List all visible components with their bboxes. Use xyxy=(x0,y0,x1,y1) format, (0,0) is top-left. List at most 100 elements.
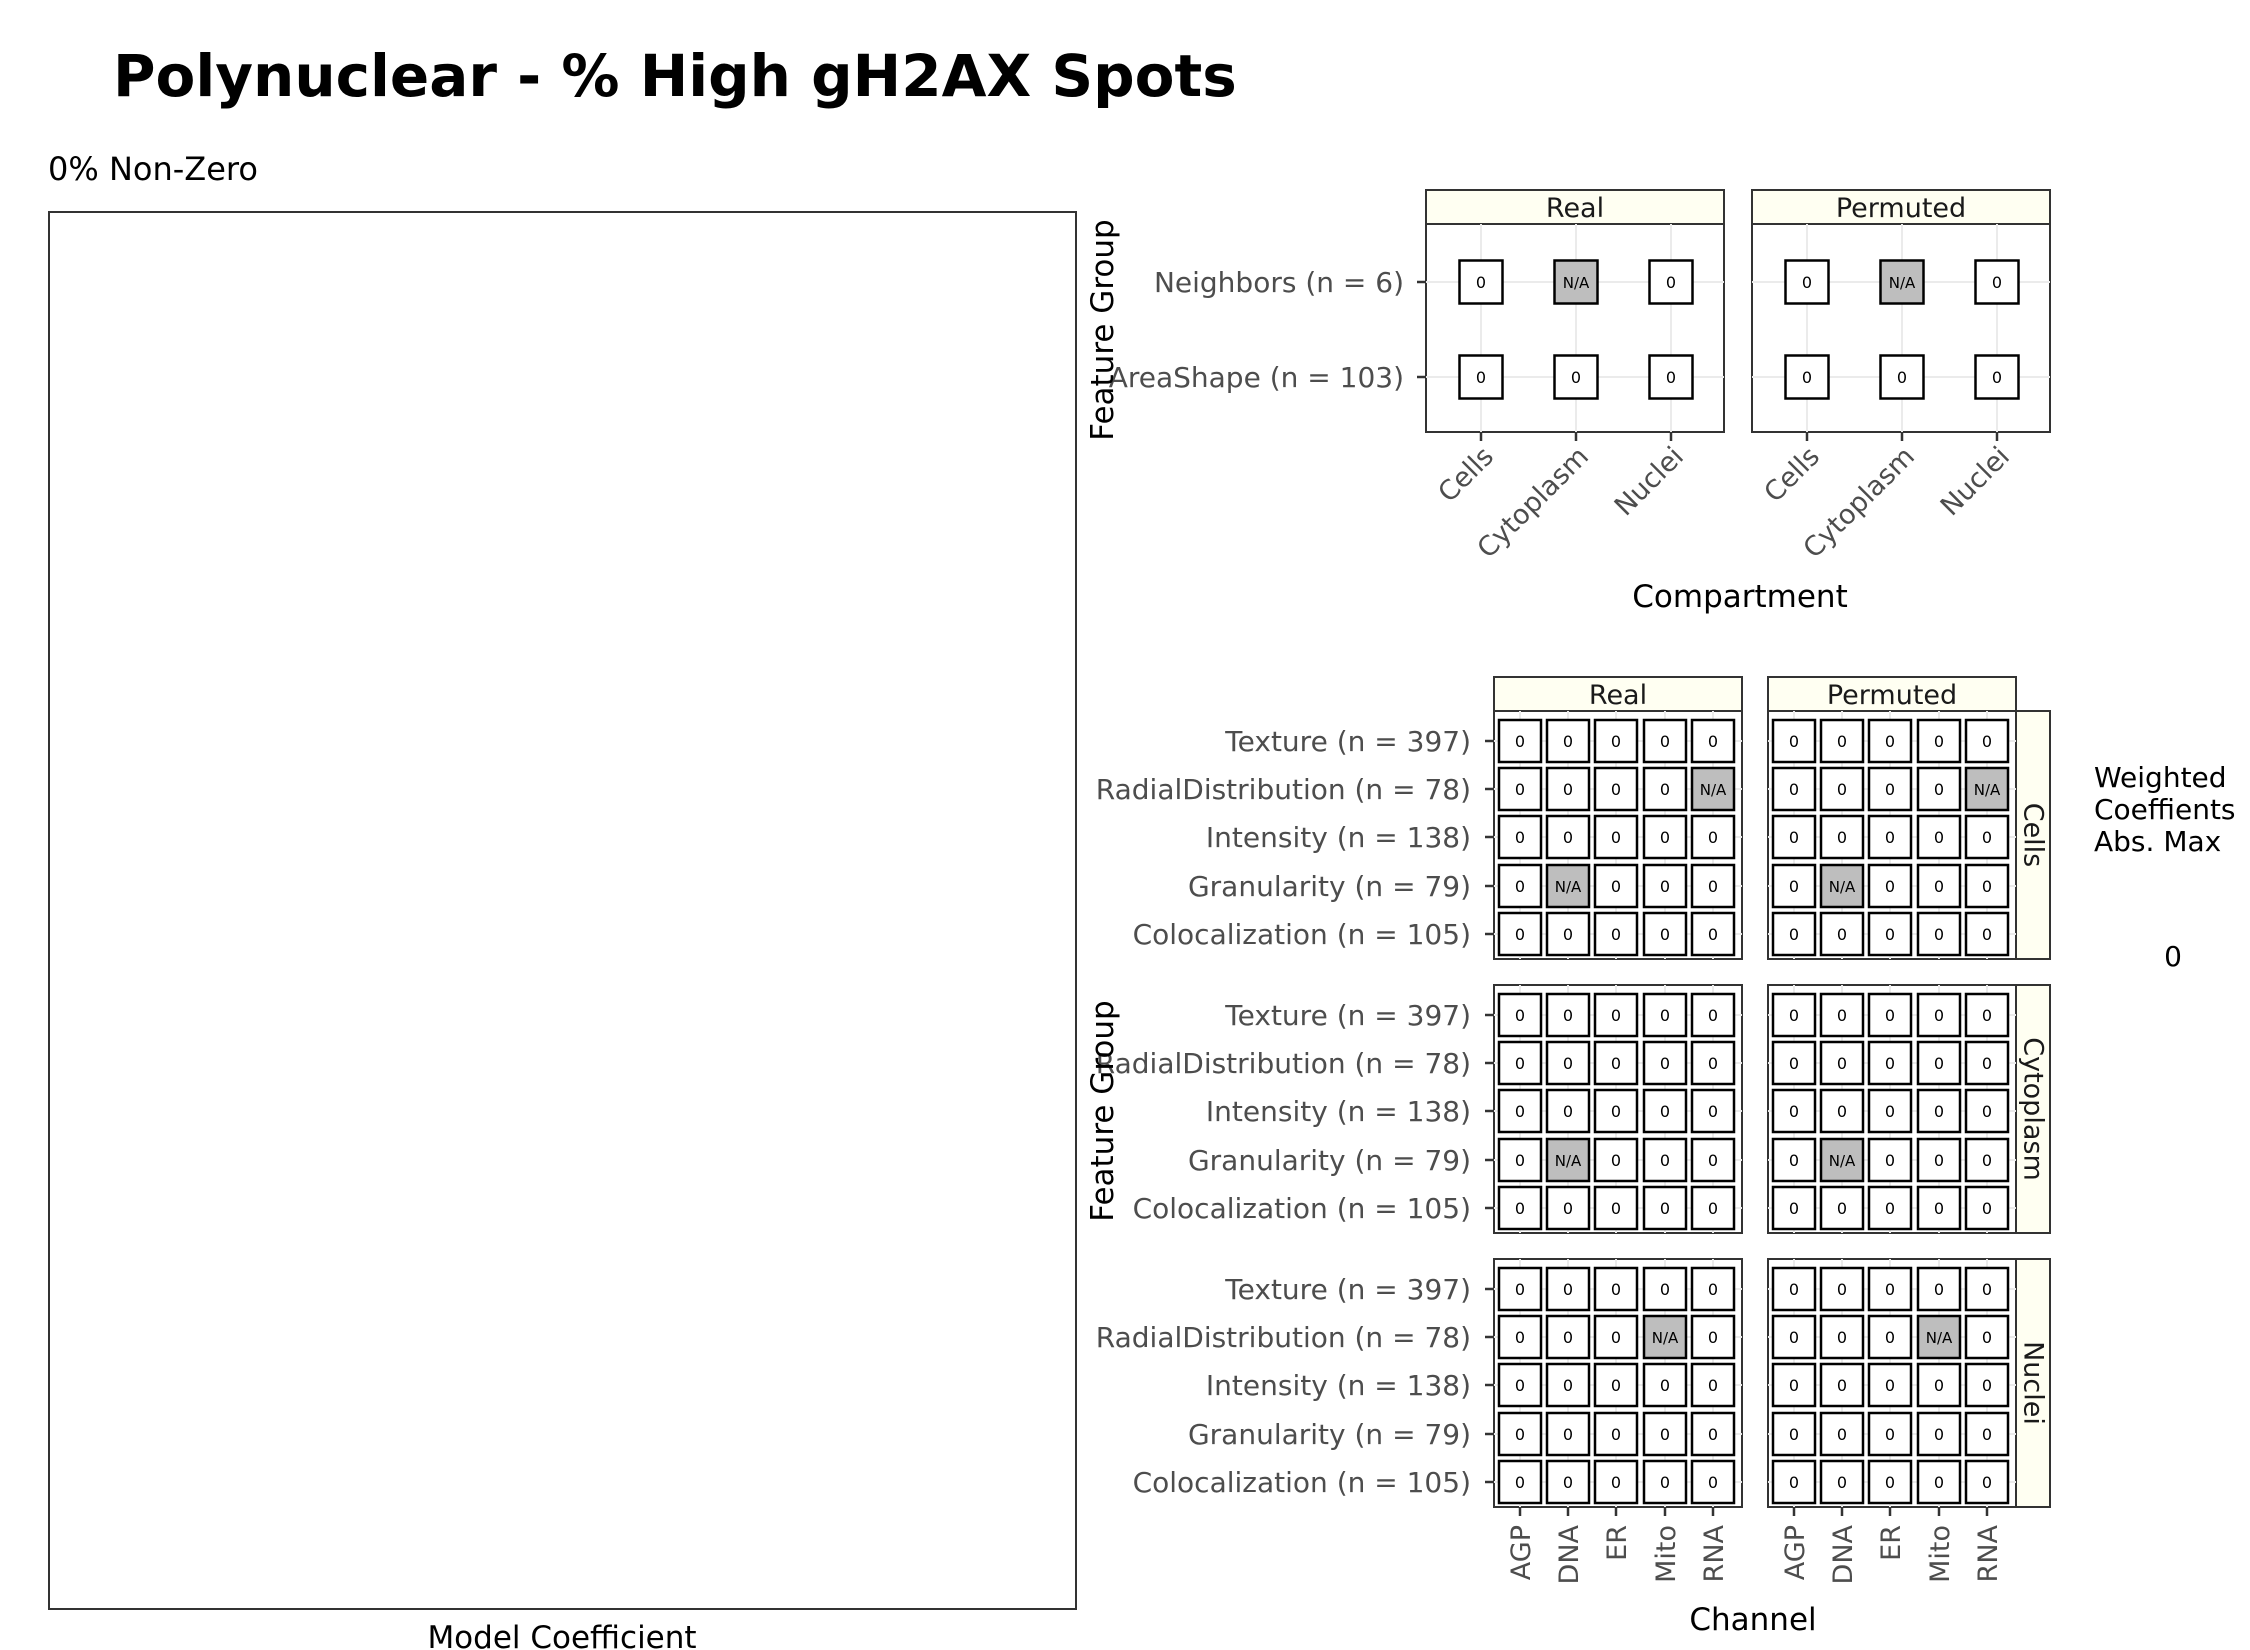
heatmap-cell xyxy=(1497,766,1543,812)
row-facet-label-nuclei: Nuclei xyxy=(2018,1341,2049,1425)
y-tick-label: Colocalization (n = 105) xyxy=(1133,918,1471,951)
cell-value: 0 xyxy=(1476,273,1486,292)
cell-value: 0 xyxy=(1666,368,1676,387)
cell-value: 0 xyxy=(1885,1199,1895,1218)
heatmap-cell xyxy=(1497,1459,1543,1505)
col-facet-label-real: Real xyxy=(1589,680,1647,711)
heatmap-cell xyxy=(1916,1040,1962,1086)
cell-value: 0 xyxy=(1885,1376,1895,1395)
heatmap-cell xyxy=(1964,1314,2010,1360)
cell-value: 0 xyxy=(1708,1376,1718,1395)
cell-value: 0 xyxy=(1885,1425,1895,1444)
heatmap-cell xyxy=(1545,1137,1591,1183)
cell-value: 0 xyxy=(1611,925,1621,944)
x-tick-label: DNA xyxy=(1828,1524,1859,1584)
cell-value: 0 xyxy=(1789,1473,1799,1492)
heatmap-cell xyxy=(1545,814,1591,860)
x-axis-title: Compartment xyxy=(1632,579,1847,615)
heatmap-cell xyxy=(1593,1185,1639,1231)
heatmap-cell xyxy=(1916,992,1962,1038)
cell-value: 0 xyxy=(1934,1199,1944,1218)
cell-value: 0 xyxy=(1982,1473,1992,1492)
col-strip-real xyxy=(1493,676,1743,712)
cell-value: 0 xyxy=(1563,1280,1573,1299)
heatmap-cell xyxy=(1545,911,1591,957)
cell-value: 0 xyxy=(1611,1473,1621,1492)
x-tick-label: Cells xyxy=(1758,441,1826,509)
heatmap-cell xyxy=(1771,1137,1817,1183)
cell-value: 0 xyxy=(1611,1328,1621,1347)
heatmap-cell xyxy=(1545,1266,1591,1312)
cell-value: 0 xyxy=(1934,732,1944,751)
heatmap-cell xyxy=(1690,1411,1736,1457)
heatmap-cell xyxy=(1867,766,1913,812)
cell-value: 0 xyxy=(1789,828,1799,847)
cell-value: 0 xyxy=(1837,1006,1847,1025)
y-tick-label: RadialDistribution (n = 78) xyxy=(1096,773,1471,806)
heatmap-cell xyxy=(1771,1362,1817,1408)
cell-value: 0 xyxy=(1660,925,1670,944)
cell-value: 0 xyxy=(1789,925,1799,944)
cell-value: 0 xyxy=(1708,1102,1718,1121)
cell-value: 0 xyxy=(1789,732,1799,751)
col-facet-label-permuted: Permuted xyxy=(1827,680,1957,711)
heatmap-cell xyxy=(1771,814,1817,860)
heatmap-cell xyxy=(1964,1459,2010,1505)
heatmap-cell xyxy=(1642,863,1688,909)
cell-value: 0 xyxy=(1563,925,1573,944)
heatmap-cell xyxy=(1879,354,1925,400)
cell-value: 0 xyxy=(1934,828,1944,847)
cell-value: 0 xyxy=(1515,1199,1525,1218)
cell-value: 0 xyxy=(1789,1102,1799,1121)
heatmap-cell xyxy=(1545,1362,1591,1408)
cell-value: 0 xyxy=(1982,1054,1992,1073)
legend-label: 0 xyxy=(2164,940,2182,973)
heatmap-cell xyxy=(1819,1040,1865,1086)
heatmap-cell xyxy=(1497,1137,1543,1183)
heatmap-cell xyxy=(1642,1266,1688,1312)
x-tick-label: Mito xyxy=(1925,1525,1956,1583)
cell-value: 0 xyxy=(1837,1425,1847,1444)
cell-value: 0 xyxy=(1515,1328,1525,1347)
heatmap-cell xyxy=(1642,1362,1688,1408)
heatmap-cell xyxy=(1916,1185,1962,1231)
y-tick-label: Intensity (n = 138) xyxy=(1206,1095,1471,1128)
heatmap-cell xyxy=(1690,911,1736,957)
cell-value: 0 xyxy=(1660,1473,1670,1492)
cell-value: 0 xyxy=(1789,780,1799,799)
x-tick-label: Nuclei xyxy=(1935,441,2016,522)
heatmap-cell xyxy=(1642,1185,1688,1231)
heatmap-cell xyxy=(1974,354,2020,400)
heatmap-cell xyxy=(1593,911,1639,957)
heatmap-cell xyxy=(1545,1314,1591,1360)
cell-value: 0 xyxy=(1515,925,1525,944)
cell-value: 0 xyxy=(1611,1006,1621,1025)
chart-subtitle: 0% Non-Zero xyxy=(48,150,258,188)
cell-value: 0 xyxy=(1837,780,1847,799)
heatmap-cell xyxy=(1690,766,1736,812)
cell-value: 0 xyxy=(1708,1151,1718,1170)
row-facet-label-cytoplasm: Cytoplasm xyxy=(2018,1037,2049,1181)
heatmap-cell xyxy=(1642,911,1688,957)
cell-value: 0 xyxy=(1885,828,1895,847)
heatmap-cell xyxy=(1497,1040,1543,1086)
heatmap-cell xyxy=(1964,1266,2010,1312)
heatmap-cell xyxy=(1771,911,1817,957)
heatmap-cell xyxy=(1545,766,1591,812)
cell-value: 0 xyxy=(1982,732,1992,751)
heatmap-cell xyxy=(1964,911,2010,957)
cell-value: 0 xyxy=(1563,1006,1573,1025)
cell-value: 0 xyxy=(1515,780,1525,799)
heatmap-cell xyxy=(1819,766,1865,812)
heatmap-cell xyxy=(1593,1362,1639,1408)
heatmap-cell xyxy=(1642,992,1688,1038)
cell-value: 0 xyxy=(1885,1102,1895,1121)
heatmap-cell xyxy=(1690,814,1736,860)
y-axis-title: Feature Group xyxy=(1085,219,1121,440)
cell-value: 0 xyxy=(1837,732,1847,751)
channel-heatmap: Real Permuted Cells Cytoplasm Nuclei 0 0 0 0 0 0 N/… xyxy=(1085,676,2051,1638)
cell-value: 0 xyxy=(1563,828,1573,847)
heatmap-cell xyxy=(1916,1411,1962,1457)
heatmap-cell xyxy=(1690,1185,1736,1231)
cell-value: 0 xyxy=(1885,732,1895,751)
